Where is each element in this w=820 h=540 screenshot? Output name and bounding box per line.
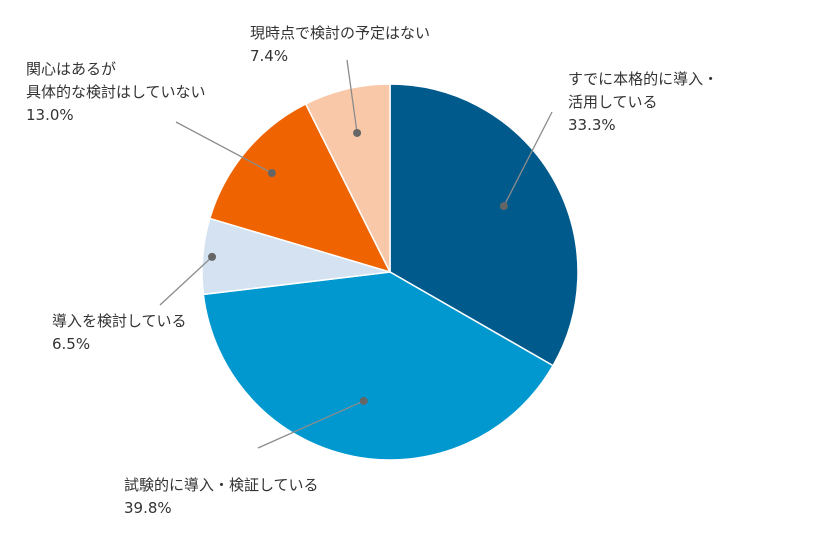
slice-fully-adopted-leader-dot	[499, 202, 508, 211]
leader-lines	[159, 59, 553, 449]
slice-no-plan-value-label: 7.4%	[250, 47, 288, 65]
slice-trial-adoption-value-label: 39.8%	[124, 499, 172, 517]
slice-considering-value-label: 6.5%	[52, 335, 90, 353]
slice-trial-adoption-leader-dot	[359, 396, 368, 405]
slice-interested-not-concrete-leader-dot	[267, 168, 276, 177]
slice-no-plan	[304, 83, 391, 273]
slice-interested-not-concrete	[208, 102, 392, 274]
slice-interested-not-concrete-category-label: 具体的な検討はしていない	[26, 83, 206, 101]
slice-considering-leader-line	[159, 256, 213, 306]
slice-trial-adoption	[202, 271, 555, 461]
slice-interested-not-concrete-category-label: 関心はあるが	[26, 60, 116, 78]
slice-fully-adopted-value-label: 33.3%	[568, 116, 616, 134]
slice-trial-adoption-category-label: 試験的に導入・検証している	[124, 476, 319, 494]
slice-interested-not-concrete-value-label: 13.0%	[26, 106, 74, 124]
slice-fully-adopted-category-label: すでに本格的に導入・	[568, 70, 718, 88]
slice-no-plan-category-label: 現時点で検討の予定はない	[250, 24, 430, 42]
slice-trial-adoption-leader-line	[257, 400, 364, 449]
slice-no-plan-leader-line	[346, 59, 358, 134]
slice-considering-category-label: 導入を検討している	[52, 312, 187, 330]
slice-fully-adopted-leader-line	[503, 111, 553, 207]
slice-labels: すでに本格的に導入・活用している 33.3% 試験的に導入・検証している 39.8% 導…	[26, 24, 718, 517]
pie-slices	[201, 83, 579, 461]
slice-fully-adopted-category-label: 活用している	[568, 93, 658, 111]
slice-interested-not-concrete-leader-line	[175, 121, 273, 174]
slice-no-plan-leader-dot	[353, 128, 362, 137]
slice-considering-leader-dot	[208, 252, 217, 261]
